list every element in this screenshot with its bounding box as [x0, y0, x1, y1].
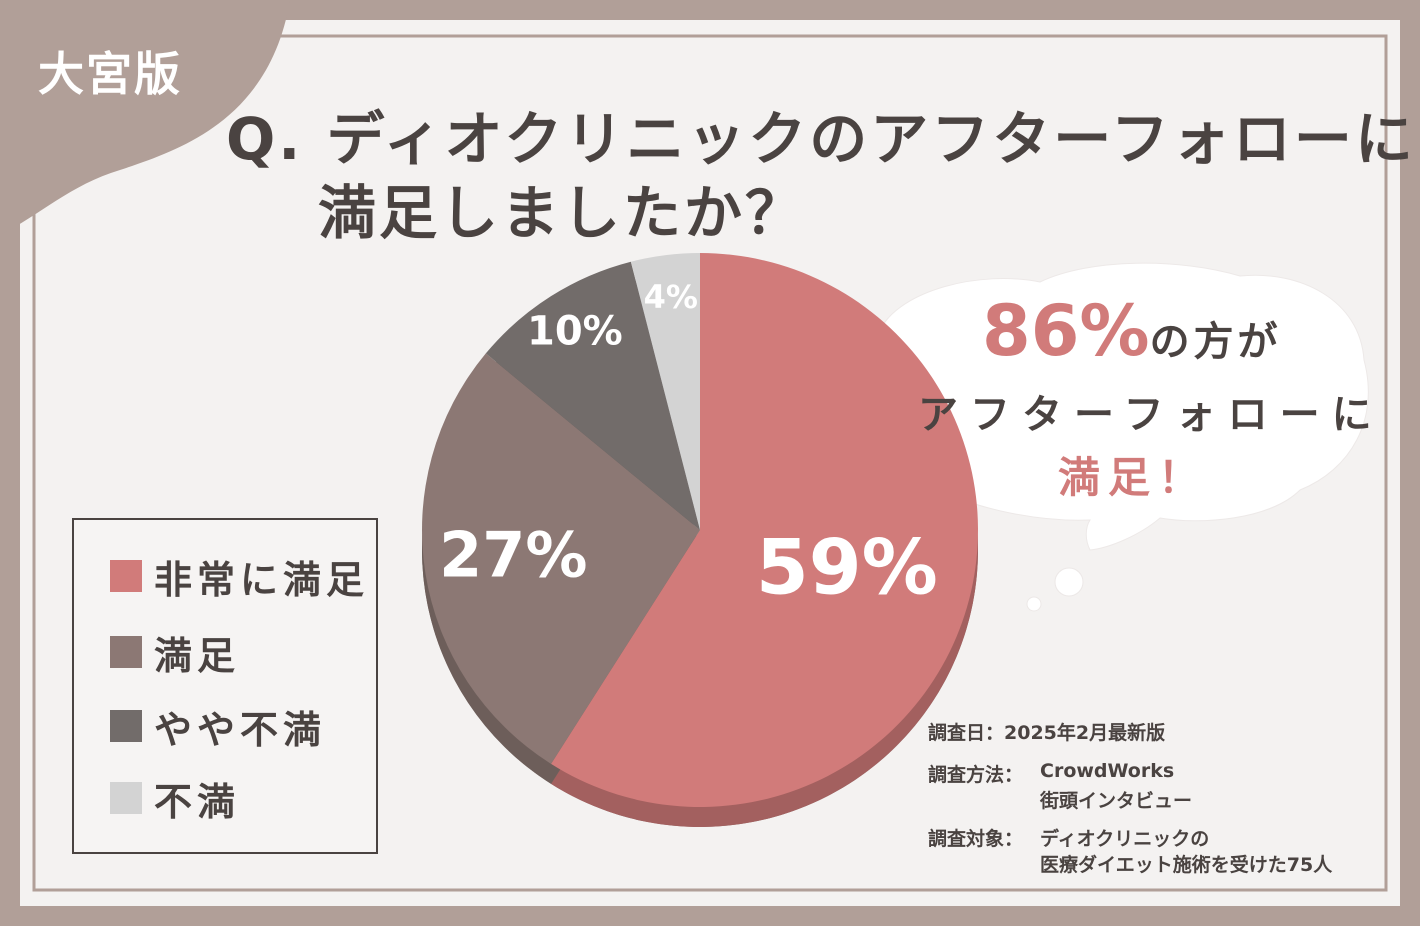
pie-slice — [551, 253, 978, 807]
legend-item: 満足 — [110, 634, 240, 678]
survey-method-label: 調査方法： — [928, 764, 1024, 786]
callout-suffix: の方が — [1149, 319, 1282, 365]
pie-labels: 59% 27% 10% 4% — [439, 278, 938, 611]
pie-slice — [485, 261, 700, 530]
pie-slices — [422, 253, 978, 807]
legend-swatch — [110, 782, 142, 814]
legend-label: やや不満 — [154, 707, 327, 752]
survey-date-value: 2025年2月最新版 — [1004, 722, 1166, 744]
survey-method-value-2: 街頭インタビュー — [1040, 790, 1193, 812]
legend-label: 非常に満足 — [154, 557, 370, 602]
survey-target-value-2: 医療ダイエット施術を受けた75人 — [1040, 854, 1333, 876]
legend-label: 満足 — [154, 633, 241, 678]
chart-legend: 非常に満足 満足 やや不満 不満 — [72, 518, 378, 854]
pie-slice-label: 27% — [439, 519, 587, 592]
bubble-dot-small — [1026, 596, 1042, 612]
survey-date-label: 調査日： — [928, 722, 1005, 744]
legend-item: 非常に満足 — [110, 558, 369, 602]
bubble-dot-large — [1054, 567, 1084, 597]
callout-line-2: アフターフォローに — [918, 392, 1384, 438]
corner-tag-shape — [0, 0, 290, 235]
pie-slice — [422, 353, 700, 764]
legend-swatch — [110, 560, 142, 592]
pie-slice-label: 10% — [527, 309, 623, 355]
callout-percent: 86% — [982, 290, 1150, 372]
legend-swatch — [110, 710, 142, 742]
survey-method-value-1: CrowdWorks — [1040, 760, 1175, 782]
pie-slice-label: 4% — [644, 278, 698, 316]
question-line-1: Q. ディオクリニックのアフターフォローに — [226, 105, 1416, 173]
callout-percent-line: 86%の方が — [982, 290, 1282, 372]
legend-item: 不満 — [110, 780, 240, 824]
legend-label: 不満 — [154, 779, 241, 824]
edition-tag: 大宮版 — [38, 47, 182, 101]
callout-line-3: 満足！ — [1058, 453, 1209, 502]
survey-target-label: 調査対象： — [928, 828, 1024, 850]
legend-item: やや不満 — [110, 708, 326, 752]
legend-swatch — [110, 636, 142, 668]
survey-date: 調査日：2025年2月最新版 — [928, 718, 1165, 745]
pie-slice-label: 59% — [756, 522, 938, 611]
question-line-2: 満足しましたか？ — [318, 179, 807, 247]
survey-target-value-1: ディオクリニックの — [1040, 828, 1210, 850]
pie-slice — [630, 253, 700, 530]
